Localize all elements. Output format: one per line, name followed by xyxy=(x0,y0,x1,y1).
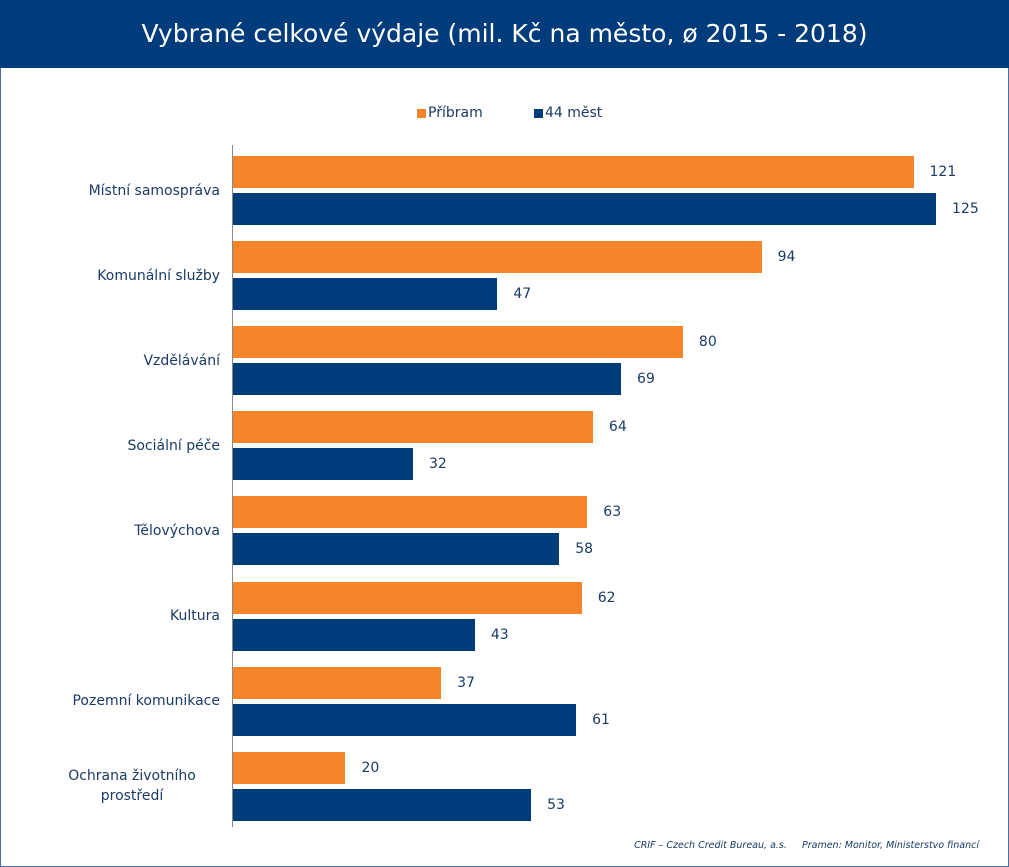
bar xyxy=(233,411,593,444)
legend-swatch xyxy=(417,108,426,118)
source-note: CRIF – Czech Credit Bureau, a.s. xyxy=(634,840,787,851)
bar xyxy=(233,363,622,396)
value-label: 43 xyxy=(490,626,509,643)
category-label-box: Místní samospráva xyxy=(20,150,220,231)
bar xyxy=(233,326,683,359)
value-label: 20 xyxy=(361,759,380,776)
value-label: 94 xyxy=(777,249,796,266)
bar xyxy=(233,533,560,566)
category-label: Ochrana životního prostředí xyxy=(68,768,196,805)
category-label: Pozemní komunikace xyxy=(72,693,220,710)
value-label: 47 xyxy=(513,286,532,303)
bar xyxy=(233,156,914,188)
legend-label: Příbram xyxy=(428,105,483,121)
legend-item: 44 měst xyxy=(534,104,602,122)
footer: CRIF – Czech Credit Bureau, a.s. Pramen:… xyxy=(634,840,979,851)
category-label: Vzdělávání xyxy=(143,352,220,369)
legend-item: Příbram xyxy=(417,104,483,122)
category-label: Místní samospráva xyxy=(88,182,220,199)
value-label: 80 xyxy=(698,334,717,351)
category-label: Sociální péče xyxy=(127,437,220,454)
bar xyxy=(233,496,588,529)
source: Pramen: Monitor, Ministerstvo financí xyxy=(802,840,979,851)
category-label: Komunální služby xyxy=(97,267,220,284)
category-label-box: Komunální služby xyxy=(20,235,220,316)
category-label-box: Tělovýchova xyxy=(20,490,220,571)
value-label: 61 xyxy=(592,711,610,728)
value-label: 64 xyxy=(608,419,627,436)
bar xyxy=(233,751,346,784)
category-label: Kultura xyxy=(170,608,220,624)
value-label: 125 xyxy=(952,201,979,217)
bar xyxy=(233,448,413,481)
value-label: 121 xyxy=(929,164,957,180)
value-label: 63 xyxy=(603,504,622,521)
category-axis xyxy=(232,145,233,827)
bar xyxy=(233,581,582,614)
chart-title: Vybrané celkové výdaje (mil. Kč na město… xyxy=(0,0,1009,68)
category-label-box: Kultura xyxy=(20,576,220,657)
category-label-box: Sociální péče xyxy=(20,405,220,486)
bar xyxy=(233,788,532,821)
bar xyxy=(233,618,475,651)
bar xyxy=(233,666,442,699)
value-label: 58 xyxy=(575,541,594,558)
value-label: 62 xyxy=(597,589,616,606)
category-label: Tělovýchova xyxy=(134,522,220,539)
value-label: 69 xyxy=(637,371,655,388)
value-label: 37 xyxy=(457,674,475,691)
value-label: 53 xyxy=(547,796,565,813)
bar xyxy=(233,278,498,311)
bar xyxy=(233,703,577,736)
value-label: 32 xyxy=(428,456,447,473)
bar xyxy=(233,241,762,274)
category-label-box: Pozemní komunikace xyxy=(20,661,220,742)
bar xyxy=(233,193,936,225)
category-label-box: Vzdělávání xyxy=(20,320,220,401)
legend-label: 44 měst xyxy=(545,105,603,121)
legend-swatch xyxy=(534,108,543,118)
category-label-box: Ochrana životního prostředí xyxy=(20,746,220,827)
